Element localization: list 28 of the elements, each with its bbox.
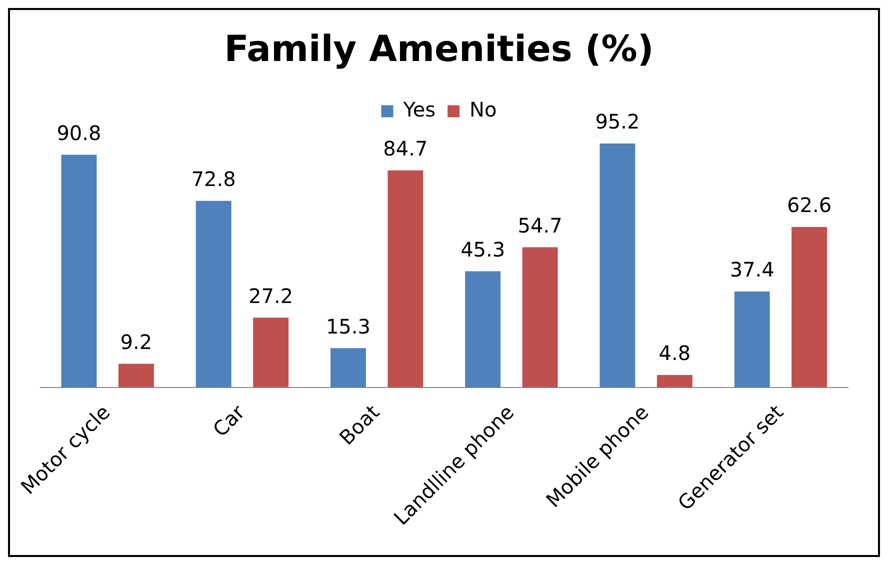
data-label: 4.8 — [658, 341, 691, 366]
bar — [196, 200, 232, 388]
bar — [522, 247, 558, 388]
x-tick-label: Car — [208, 400, 250, 442]
data-label: 84.7 — [383, 136, 428, 161]
bar — [253, 318, 289, 388]
data-label: 37.4 — [730, 258, 774, 282]
data-label: 90.8 — [56, 120, 102, 145]
bar — [465, 271, 501, 388]
data-label: 15.3 — [326, 314, 370, 338]
data-label: 54.7 — [518, 213, 562, 238]
bar — [388, 170, 424, 388]
data-label: 62.6 — [787, 193, 832, 218]
data-label: 45.3 — [460, 238, 506, 262]
bar — [734, 292, 770, 388]
bar — [600, 143, 636, 388]
bar — [792, 226, 828, 388]
legend-label: No — [470, 97, 497, 122]
legend-label: Yes — [402, 97, 436, 122]
chart-title: Family Amenities (%) — [224, 28, 654, 70]
data-label: 9.2 — [120, 330, 152, 354]
bar — [118, 364, 154, 388]
bar — [330, 348, 366, 388]
data-label: 72.8 — [191, 167, 236, 192]
data-label: 27.2 — [248, 284, 294, 308]
data-label: 95.2 — [595, 110, 640, 134]
bar — [656, 375, 692, 388]
bar — [61, 154, 97, 388]
